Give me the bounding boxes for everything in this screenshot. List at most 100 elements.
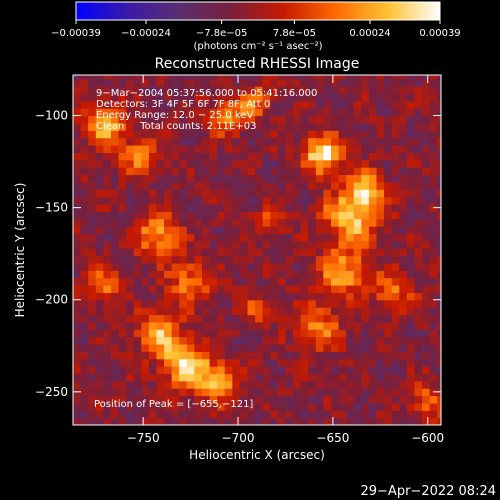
- heatmap-cell: [179, 203, 188, 212]
- heatmap-cell: [361, 248, 370, 257]
- heatmap-cell: [110, 159, 120, 168]
- heatmap-cell: [73, 329, 82, 338]
- heatmap-cell: [73, 145, 82, 153]
- heatmap-cell: [126, 218, 135, 227]
- heatmap-cell: [148, 130, 158, 139]
- heatmap-cell: [171, 329, 180, 338]
- heatmap-cell: [224, 159, 233, 168]
- heatmap-cell: [285, 145, 294, 153]
- heatmap-cell: [270, 255, 279, 264]
- heatmap-cell: [437, 108, 441, 117]
- heatmap-cell: [126, 211, 135, 220]
- heatmap-cell: [308, 174, 317, 183]
- heatmap-cell: [315, 174, 324, 183]
- heatmap-cell: [270, 86, 279, 95]
- heatmap-cell: [308, 388, 317, 397]
- heatmap-cell: [171, 380, 180, 389]
- heatmap-cell: [262, 417, 271, 425]
- heatmap-cell: [399, 233, 408, 242]
- heatmap-cell: [255, 93, 264, 102]
- heatmap-cell: [308, 417, 317, 425]
- heatmap-cell: [399, 336, 408, 345]
- heatmap-cell: [164, 410, 173, 419]
- heatmap-cell: [277, 122, 287, 131]
- heatmap-cell: [399, 395, 408, 404]
- heatmap-cell: [103, 226, 112, 235]
- heatmap-cell: [95, 226, 104, 235]
- heatmap-cell: [164, 226, 173, 235]
- heatmap-cell: [323, 78, 332, 87]
- heatmap-cell: [414, 78, 423, 87]
- heatmap-cell: [368, 181, 378, 190]
- heatmap-cell: [368, 351, 378, 360]
- heatmap-cell: [217, 336, 226, 345]
- heatmap-cell: [315, 240, 324, 249]
- heatmap-cell: [406, 78, 416, 87]
- heatmap-cell: [126, 255, 135, 264]
- heatmap-cell: [133, 321, 142, 330]
- heatmap-cell: [330, 233, 340, 242]
- heatmap-cell: [293, 122, 302, 131]
- heatmap-cell: [300, 366, 309, 375]
- heatmap-cell: [186, 314, 195, 323]
- heatmap-cell: [88, 248, 97, 257]
- heatmap-cell: [247, 358, 256, 367]
- heatmap-cell: [376, 314, 385, 323]
- heatmap-cell: [126, 417, 135, 425]
- heatmap-cell: [270, 115, 279, 124]
- timestamp: 29−Apr−2022 08:24: [361, 484, 497, 499]
- heatmap-cell: [437, 189, 441, 198]
- heatmap-cell: [110, 343, 120, 352]
- heatmap-cell: [201, 86, 211, 95]
- heatmap-cell: [95, 152, 104, 161]
- heatmap-cell: [209, 93, 218, 102]
- heatmap-cell: [262, 122, 271, 131]
- heatmap-cell: [338, 343, 347, 352]
- heatmap-cell: [164, 167, 173, 176]
- heatmap-cell: [110, 122, 120, 131]
- heatmap-cell: [300, 395, 309, 404]
- heatmap-cell: [346, 174, 355, 183]
- heatmap-cell: [194, 108, 203, 117]
- heatmap-cell: [224, 203, 233, 212]
- heatmap-cell: [293, 211, 302, 220]
- heatmap-cell: [308, 203, 317, 212]
- heatmap-cell: [110, 292, 120, 301]
- heatmap-cell: [391, 270, 400, 279]
- heatmap-cell: [88, 307, 97, 316]
- heatmap-cell: [156, 218, 165, 227]
- heatmap-cell: [141, 417, 150, 425]
- heatmap-cell: [346, 358, 355, 367]
- heatmap-cell: [239, 93, 249, 102]
- heatmap-cell: [300, 417, 309, 425]
- heatmap-cell: [141, 233, 150, 242]
- heatmap-cell: [88, 100, 97, 109]
- heatmap-cell: [118, 152, 127, 161]
- heatmap-cell: [353, 86, 362, 95]
- heatmap-cell: [164, 285, 173, 293]
- heatmap-cell: [224, 277, 233, 286]
- heatmap-cell: [73, 402, 82, 411]
- heatmap-cell: [414, 351, 423, 360]
- heatmap-cell: [247, 351, 256, 360]
- heatmap-cell: [346, 86, 355, 95]
- heatmap-cell: [239, 299, 249, 308]
- heatmap-cell: [148, 240, 158, 249]
- heatmap-cell: [148, 218, 158, 227]
- heatmap-cells: [73, 75, 441, 425]
- heatmap-cell: [171, 270, 180, 279]
- heatmap-cell: [391, 115, 400, 124]
- heatmap-cell: [224, 402, 233, 411]
- heatmap-cell: [73, 211, 82, 220]
- heatmap-cell: [384, 152, 393, 161]
- heatmap-cell: [346, 145, 355, 153]
- heatmap-cell: [118, 203, 127, 212]
- heatmap-cell: [126, 93, 135, 102]
- heatmap-cell: [414, 402, 423, 411]
- heatmap-cell: [429, 159, 438, 168]
- heatmap-cell: [141, 292, 150, 301]
- heatmap-cell: [315, 358, 324, 367]
- heatmap-cell: [330, 336, 340, 345]
- heatmap-cell: [133, 248, 142, 257]
